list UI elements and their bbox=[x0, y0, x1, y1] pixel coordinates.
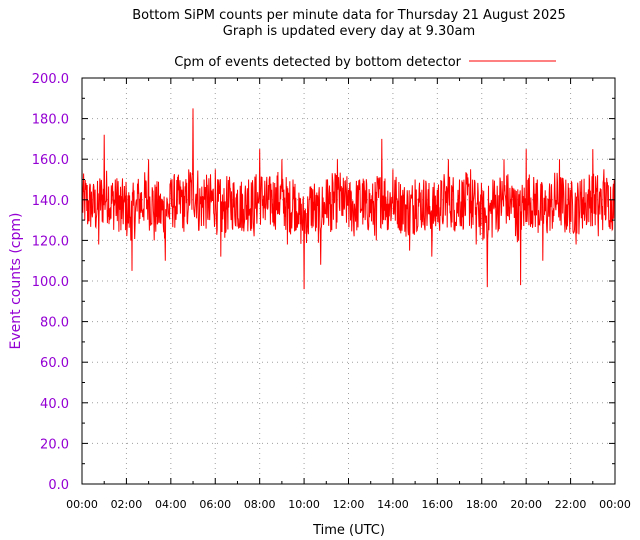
y-tick-label: 180.0 bbox=[32, 113, 69, 128]
y-tick-label: 140.0 bbox=[32, 194, 69, 209]
y-tick-label: 100.0 bbox=[32, 275, 69, 290]
x-tick-label: 04:00 bbox=[155, 498, 187, 511]
x-tick-label: 16:00 bbox=[421, 498, 453, 511]
y-tick-label: 160.0 bbox=[32, 153, 69, 168]
y-tick-label: 200.0 bbox=[32, 72, 69, 87]
chart-title: Bottom SiPM counts per minute data for T… bbox=[132, 8, 566, 23]
grid-lines bbox=[82, 78, 615, 484]
x-tick-label: 02:00 bbox=[111, 498, 143, 511]
x-tick-label: 00:00 bbox=[66, 498, 98, 511]
x-tick-label: 12:00 bbox=[333, 498, 365, 511]
y-tick-label: 60.0 bbox=[40, 356, 69, 371]
chart-subtitle: Graph is updated every day at 9.30am bbox=[223, 24, 475, 39]
legend-label: Cpm of events detected by bottom detecto… bbox=[174, 55, 461, 70]
x-tick-label: 08:00 bbox=[244, 498, 276, 511]
y-tick-label: 80.0 bbox=[40, 316, 69, 331]
x-tick-label: 10:00 bbox=[288, 498, 320, 511]
x-tick-label: 18:00 bbox=[466, 498, 498, 511]
axis-ticks bbox=[81, 77, 616, 485]
x-tick-label: 20:00 bbox=[510, 498, 542, 511]
x-tick-label: 00:00 bbox=[599, 498, 631, 511]
x-tick-label: 14:00 bbox=[377, 498, 409, 511]
x-tick-labels: 00:00 02:00 04:00 06:00 08:00 10:00 12:00 14:00… bbox=[66, 498, 631, 511]
y-tick-label: 20.0 bbox=[40, 437, 69, 452]
x-axis-label: Time (UTC) bbox=[312, 523, 385, 538]
x-tick-label: 06:00 bbox=[199, 498, 231, 511]
x-tick-label: 22:00 bbox=[555, 498, 587, 511]
series-line-bottom-detector bbox=[81, 108, 616, 290]
y-tick-label: 120.0 bbox=[32, 234, 69, 249]
y-axis-label: Event counts (cpm) bbox=[8, 213, 24, 350]
y-tick-label: 40.0 bbox=[40, 397, 69, 412]
y-tick-labels: 0.0 20.0 40.0 60.0 80.0 100.0 120.0 140.0 160.0 1… bbox=[32, 72, 69, 493]
y-tick-label: 0.0 bbox=[48, 478, 69, 493]
